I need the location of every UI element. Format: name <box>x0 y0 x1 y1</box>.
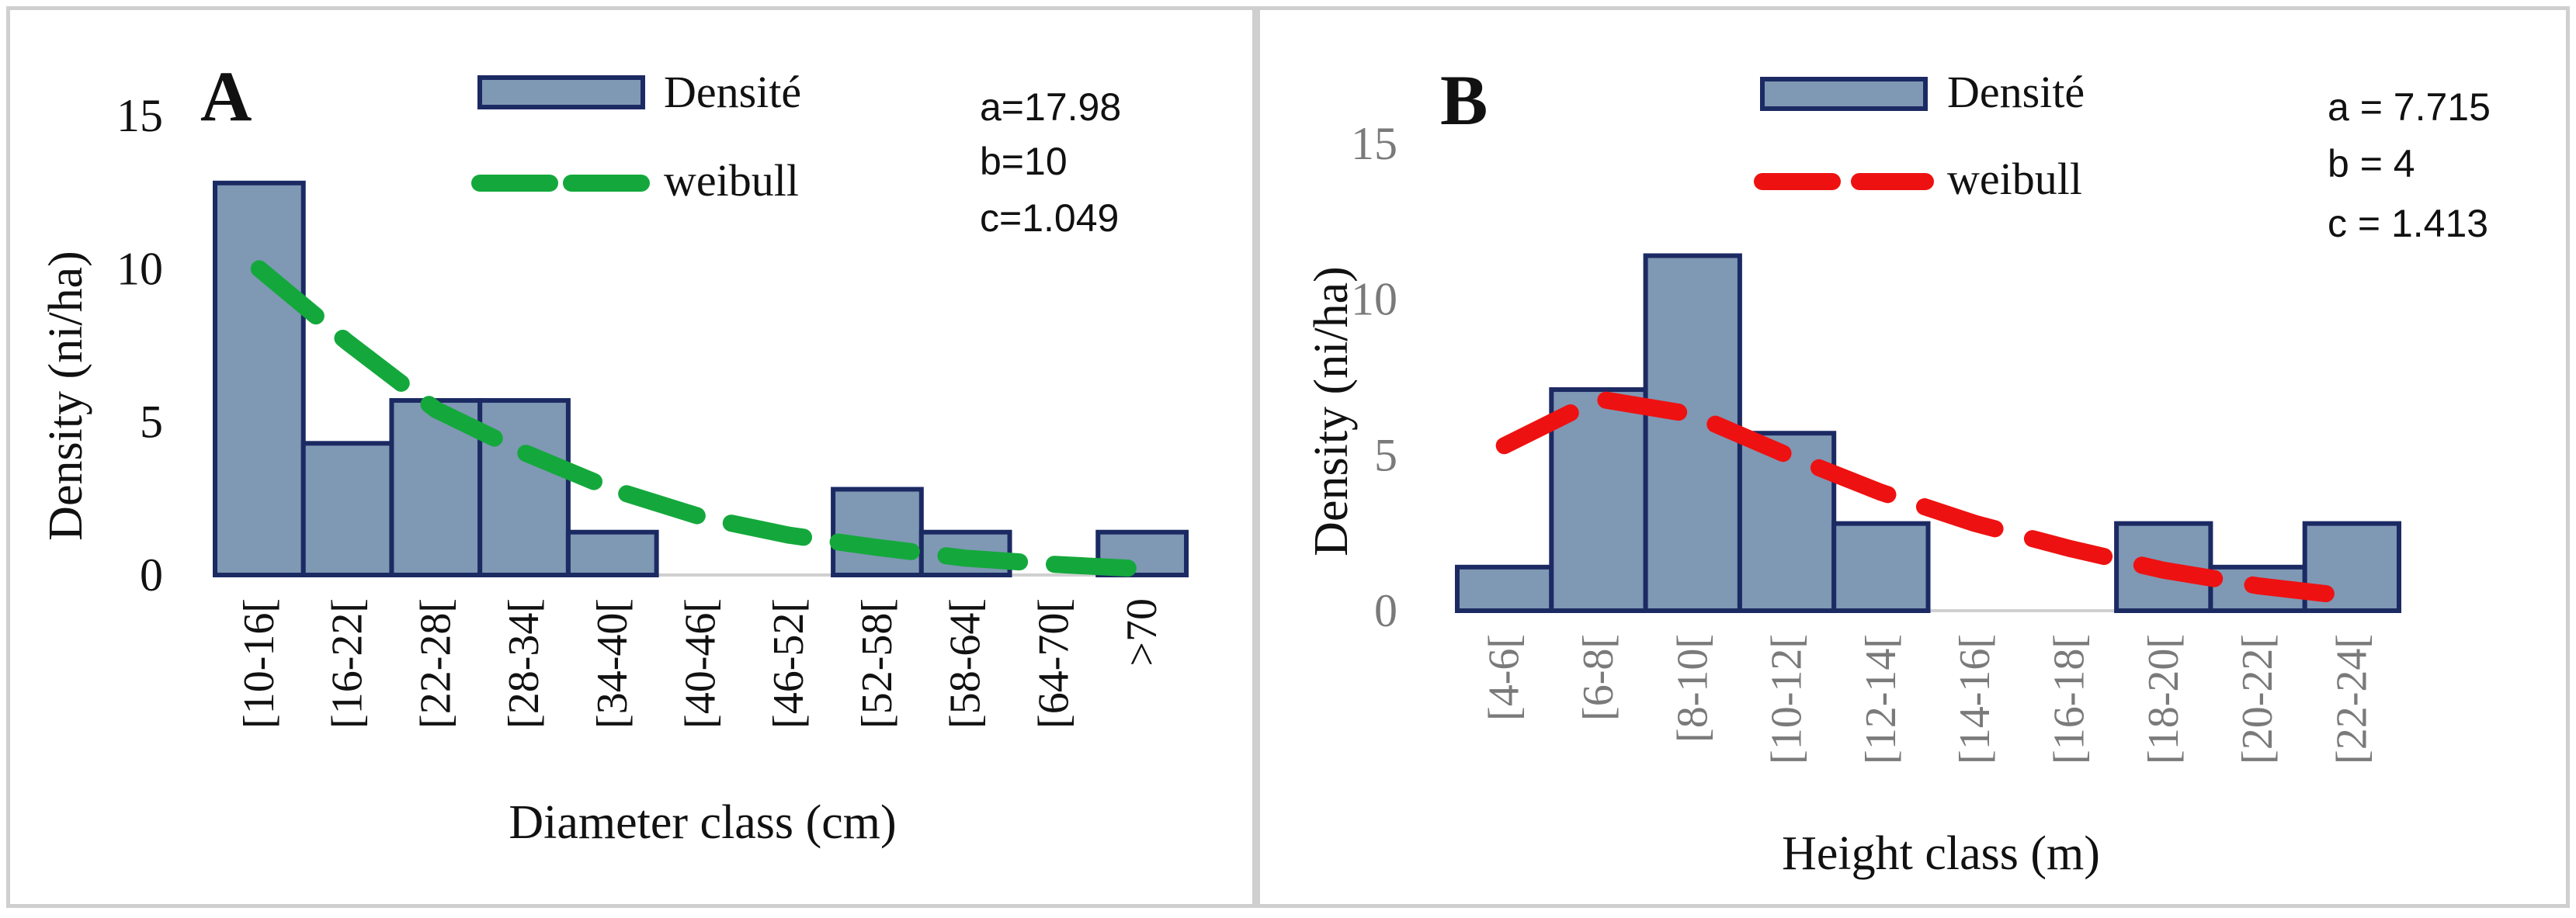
panel-a-x-tick-label: [52-58[ <box>853 598 901 729</box>
panel-b-x-tick-label: [20-22[ <box>2234 634 2282 764</box>
panel-a-y-axis-title: Density (ni/ha) <box>40 251 92 541</box>
panel-a-legend-weibull-label: weibull <box>664 155 799 206</box>
panel-b-bar <box>1831 521 1931 613</box>
panel-b-bar <box>1549 387 1648 613</box>
panel-a-x-tick-label: [28-34[ <box>500 598 548 729</box>
panel-a-y-tick-label: 5 <box>140 397 163 448</box>
panel-a-x-tick-label: [10-16[ <box>235 598 283 729</box>
panel-b-x-tick-label: [8-10[ <box>1668 634 1717 743</box>
panel-b-x-tick-label: [22-24[ <box>2328 634 2376 764</box>
panel-b-x-tick-label: [18-20[ <box>2140 634 2188 764</box>
panel-b-legend-densite-label: Densité <box>1947 67 2085 117</box>
panel-a-x-tick-label: [40-46[ <box>677 598 725 729</box>
panel-a-param-b: b=10 <box>980 140 1068 183</box>
panel-a-bar <box>831 487 924 578</box>
panel-b-bar <box>1455 564 1554 614</box>
panel-a-bar <box>565 529 659 577</box>
panel-b-frame <box>1256 6 2570 908</box>
panel-b-legend-weibull-label: weibull <box>1947 154 2082 204</box>
panel-b-x-tick-label: [12-14[ <box>1857 634 1905 764</box>
panel-a-x-tick-label: [16-22[ <box>324 598 372 729</box>
panel-b-x-axis-title: Height class (m) <box>1782 827 2100 880</box>
panel-a-x-tick-label: [64-70[ <box>1029 598 1078 729</box>
panel-a-x-tick-label: [34-40[ <box>588 598 637 729</box>
panel-a-weibull-line <box>250 260 1151 578</box>
panel-a-x-tick-label: [22-28[ <box>411 598 460 729</box>
panel-b-y-tick-label: 15 <box>1351 118 1397 169</box>
panel-a-label: A <box>200 57 252 136</box>
panel-a-param-c: c=1.049 <box>980 196 1119 240</box>
panel-a-bar <box>213 180 306 577</box>
panel-a-x-tick-label: [46-52[ <box>765 598 813 729</box>
panel-b-x-tick-label: [10-12[ <box>1763 634 1811 764</box>
panel-a-x-tick-label: [58-64[ <box>942 598 990 729</box>
panel-b-param-b: b = 4 <box>2328 142 2415 185</box>
panel-a-y-tick-label: 0 <box>140 549 163 601</box>
panel-a-y-tick-label: 10 <box>116 243 163 294</box>
panel-a-bar <box>300 441 394 577</box>
panel-b-y-tick-label: 10 <box>1351 274 1397 325</box>
panel-b-param-c: c = 1.413 <box>2328 202 2488 245</box>
panel-b-label: B <box>1440 61 1488 140</box>
panel-a-bar <box>477 398 571 577</box>
panel-b-legend-densite-swatch <box>1760 77 1928 111</box>
panel-a-x-tick-label: >70 <box>1118 598 1166 667</box>
panel-a-legend-densite-swatch <box>477 75 645 109</box>
panel-a-y-tick-label: 15 <box>116 90 163 141</box>
panel-a-param-a: a=17.98 <box>980 85 1121 129</box>
panel-b-weibull-line <box>1495 390 2361 605</box>
panel-b-x-tick-label: [14-16[ <box>1951 634 1999 764</box>
panel-a-legend-densite-label: Densité <box>664 67 801 117</box>
panel-b-y-axis-title: Density (ni/ha) <box>1305 266 1358 556</box>
panel-b-param-a: a = 7.715 <box>2328 85 2491 129</box>
panel-b-y-tick-label: 0 <box>1374 585 1397 636</box>
panel-b-y-tick-label: 5 <box>1374 429 1397 480</box>
panel-b-x-tick-label: [6-8[ <box>1574 634 1623 721</box>
panel-a-x-axis-title: Diameter class (cm) <box>509 796 896 849</box>
panel-b-x-tick-label: [4-6[ <box>1481 634 1529 721</box>
panel-b-x-tick-label: [16-18[ <box>2045 634 2093 764</box>
